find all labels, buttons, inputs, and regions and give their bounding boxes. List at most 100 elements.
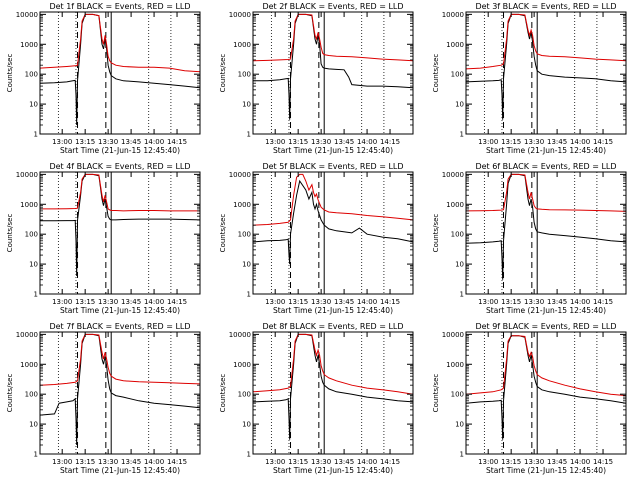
x-tick-label: 13:15 — [288, 458, 308, 466]
y-axis-label: Counts/sec — [6, 54, 14, 93]
x-tick-label: 13:15 — [501, 298, 521, 306]
y-tick-label: 1 — [460, 451, 464, 459]
x-tick-label: 13:15 — [75, 458, 95, 466]
y-tick-label: 10 — [29, 261, 38, 269]
plot-frame — [252, 171, 414, 295]
chart-panel-4: Det 4f BLACK = Events, RED = LLD 1 10 100 10… — [6, 162, 201, 315]
y-tick-label: 1000 — [446, 41, 464, 49]
y-tick-label: 100 — [238, 71, 251, 79]
x-axis-label: Start Time (21-Jun-15 12:45:40) — [273, 306, 393, 315]
x-tick-label: 14:15 — [167, 298, 187, 306]
x-tick-label: 14:00 — [357, 138, 377, 146]
y-tick-label: 10 — [29, 101, 38, 109]
x-tick-label: 13:45 — [547, 298, 567, 306]
x-tick-label: 13:00 — [478, 138, 498, 146]
y-tick-label: 10000 — [229, 331, 251, 339]
x-axis-label: Start Time (21-Jun-15 12:45:40) — [273, 466, 393, 475]
y-tick-label: 1 — [34, 131, 38, 139]
x-tick-label: 13:30 — [311, 458, 331, 466]
x-tick-label: 13:00 — [478, 298, 498, 306]
y-tick-label: 10000 — [229, 171, 251, 179]
series-line-events — [40, 13, 200, 126]
x-tick-label: 14:00 — [144, 138, 164, 146]
x-tick-label: 13:30 — [98, 458, 118, 466]
x-tick-label: 14:00 — [570, 458, 590, 466]
x-tick-label: 14:00 — [357, 298, 377, 306]
y-tick-label: 1 — [460, 291, 464, 299]
x-tick-label: 14:15 — [167, 458, 187, 466]
x-tick-label: 13:45 — [121, 138, 141, 146]
y-tick-label: 100 — [451, 71, 464, 79]
y-tick-label: 100 — [25, 231, 38, 239]
series-line-lld — [40, 13, 200, 73]
y-tick-label: 1 — [247, 451, 251, 459]
chart-title: Det 2f BLACK = Events, RED = LLD — [262, 2, 403, 11]
series-line-events — [40, 173, 200, 277]
y-tick-label: 10 — [242, 261, 251, 269]
x-tick-label: 14:15 — [593, 298, 613, 306]
y-tick-label: 10 — [455, 421, 464, 429]
y-tick-label: 100 — [238, 231, 251, 239]
x-tick-label: 13:15 — [75, 138, 95, 146]
x-tick-label: 14:15 — [380, 458, 400, 466]
y-tick-label: 10000 — [442, 171, 464, 179]
x-tick-label: 14:15 — [593, 138, 613, 146]
x-tick-label: 13:30 — [524, 458, 544, 466]
y-tick-label: 1000 — [233, 201, 251, 209]
series-line-lld — [253, 13, 413, 62]
y-tick-label: 10 — [455, 261, 464, 269]
series-line-lld — [253, 173, 413, 226]
x-tick-label: 13:00 — [478, 458, 498, 466]
x-axis-label: Start Time (21-Jun-15 12:45:40) — [486, 466, 606, 475]
series-line-lld — [466, 335, 626, 397]
chart-title: Det 6f BLACK = Events, RED = LLD — [475, 162, 616, 171]
plot-frame — [39, 171, 201, 295]
x-tick-label: 13:15 — [501, 138, 521, 146]
y-tick-label: 1 — [247, 131, 251, 139]
y-axis-label: Counts/sec — [432, 54, 440, 93]
chart-panel-2: Det 2f BLACK = Events, RED = LLD 1 10 100 10… — [219, 2, 414, 155]
x-tick-label: 14:00 — [144, 458, 164, 466]
x-tick-label: 14:15 — [380, 298, 400, 306]
series-line-events — [253, 13, 413, 120]
series-line-lld — [253, 333, 413, 395]
chart-panel-8: Det 8f BLACK = Events, RED = LLD 1 10 100 10… — [219, 322, 414, 475]
y-tick-label: 10000 — [442, 11, 464, 19]
x-tick-label: 13:15 — [288, 298, 308, 306]
y-axis-label: Counts/sec — [219, 374, 227, 413]
x-tick-label: 14:00 — [570, 298, 590, 306]
x-tick-label: 13:00 — [265, 458, 285, 466]
y-axis-label: Counts/sec — [432, 374, 440, 413]
series-line-lld — [466, 173, 626, 212]
x-tick-label: 13:45 — [334, 138, 354, 146]
y-tick-label: 1000 — [233, 41, 251, 49]
y-tick-label: 100 — [25, 71, 38, 79]
x-tick-label: 14:00 — [570, 138, 590, 146]
chart-panel-3: Det 3f BLACK = Events, RED = LLD 1 10 100 10… — [432, 2, 627, 155]
y-tick-label: 1000 — [20, 361, 38, 369]
x-tick-label: 13:30 — [524, 138, 544, 146]
chart-title: Det 8f BLACK = Events, RED = LLD — [262, 322, 403, 331]
y-axis-label: Counts/sec — [6, 374, 14, 413]
series-line-lld — [40, 173, 200, 212]
y-tick-label: 1 — [34, 291, 38, 299]
y-tick-label: 1 — [34, 451, 38, 459]
plot-frame — [465, 331, 627, 455]
series-line-lld — [466, 13, 626, 70]
x-axis-label: Start Time (21-Jun-15 12:45:40) — [486, 146, 606, 155]
y-tick-label: 10000 — [16, 171, 38, 179]
y-axis-label: Counts/sec — [219, 214, 227, 253]
x-tick-label: 13:00 — [52, 298, 72, 306]
x-tick-label: 13:15 — [501, 458, 521, 466]
chart-title: Det 9f BLACK = Events, RED = LLD — [475, 322, 616, 331]
series-line-events — [466, 13, 626, 120]
plot-frame — [465, 171, 627, 295]
x-axis-label: Start Time (21-Jun-15 12:45:40) — [273, 146, 393, 155]
y-axis-label: Counts/sec — [6, 214, 14, 253]
chart-title: Det 1f BLACK = Events, RED = LLD — [49, 2, 190, 11]
x-axis-label: Start Time (21-Jun-15 12:45:40) — [60, 466, 180, 475]
y-tick-label: 1000 — [20, 41, 38, 49]
plot-frame — [465, 11, 627, 135]
